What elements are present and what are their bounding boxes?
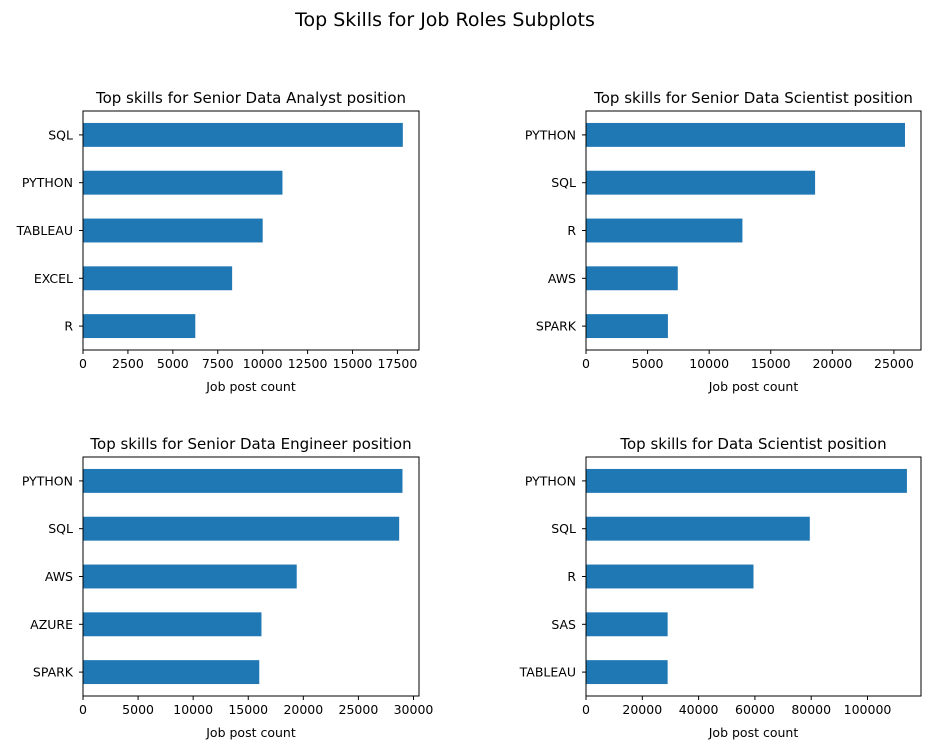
axes-frame — [585, 110, 922, 351]
x-tick-label: 60000 — [735, 702, 775, 717]
x-tick-label: 5000 — [122, 702, 154, 717]
bar-aws — [83, 564, 297, 589]
figure-suptitle: Top Skills for Job Roles Subplots — [294, 9, 595, 31]
y-tick-label: R — [567, 223, 576, 238]
y-tick-label: R — [64, 319, 73, 334]
x-tick-label: 15000 — [228, 702, 268, 717]
x-tick-label: 25000 — [874, 356, 914, 371]
axes-frame — [82, 110, 420, 351]
bar-aws — [586, 266, 678, 291]
y-tick-label: SPARK — [33, 665, 74, 680]
x-tick-label: 0 — [79, 356, 87, 371]
y-tick-label: SQL — [48, 521, 73, 536]
subplot-title: Top skills for Senior Data Engineer posi… — [89, 435, 411, 453]
y-tick-label: R — [567, 569, 576, 584]
x-tick-label: 80000 — [791, 702, 831, 717]
bar-sql — [83, 516, 400, 541]
bar-tableau — [83, 218, 263, 243]
x-tick-label: 100000 — [844, 702, 892, 717]
y-tick-label: SQL — [551, 521, 576, 536]
bar-python — [586, 468, 907, 493]
y-tick-label: AWS — [548, 271, 576, 286]
subplot-grid: Top skills for Senior Data Analyst posit… — [16, 89, 922, 740]
y-tick-label: PYTHON — [22, 175, 73, 190]
x-tick-label: 40000 — [679, 702, 719, 717]
bar-python — [83, 170, 283, 195]
bar-python — [586, 122, 905, 147]
y-tick-label: AWS — [45, 569, 73, 584]
x-tick-label: 10000 — [689, 356, 729, 371]
x-tick-label: 10000 — [243, 356, 283, 371]
bar-sql — [586, 170, 816, 195]
bar-r — [83, 314, 196, 339]
y-tick-label: TABLEAU — [519, 665, 576, 680]
y-tick-label: SQL — [551, 175, 576, 190]
bar-python — [83, 468, 403, 493]
x-tick-label: 30000 — [394, 702, 434, 717]
bar-r — [586, 218, 743, 243]
x-tick-label: 20000 — [812, 356, 852, 371]
subplot-1: Top skills for Senior Data Analyst posit… — [16, 89, 420, 394]
y-tick-label: EXCEL — [34, 271, 73, 286]
y-tick-label: PYTHON — [525, 127, 576, 142]
subplot-title: Top skills for Senior Data Analyst posit… — [95, 89, 406, 107]
x-tick-label: 20000 — [283, 702, 323, 717]
subplot-2: Top skills for Senior Data Scientist pos… — [525, 89, 922, 394]
y-tick-label: SAS — [551, 617, 576, 632]
x-axis-label: Job post count — [708, 379, 799, 394]
x-axis-label: Job post count — [708, 725, 799, 740]
y-tick-label: PYTHON — [525, 473, 576, 488]
x-tick-label: 0 — [79, 702, 87, 717]
bar-spark — [586, 314, 668, 339]
x-tick-label: 25000 — [339, 702, 379, 717]
y-tick-label: SPARK — [536, 319, 577, 334]
x-tick-label: 15000 — [751, 356, 791, 371]
y-tick-label: SQL — [48, 127, 73, 142]
y-tick-label: TABLEAU — [16, 223, 73, 238]
x-tick-label: 15000 — [333, 356, 373, 371]
bar-sql — [83, 122, 403, 147]
subplot-title: Top skills for Data Scientist position — [619, 435, 886, 453]
bar-sql — [586, 516, 810, 541]
x-tick-label: 17500 — [378, 356, 418, 371]
x-tick-label: 0 — [582, 702, 590, 717]
x-tick-label: 7500 — [202, 356, 234, 371]
axes-frame — [585, 456, 922, 697]
x-tick-label: 12500 — [288, 356, 328, 371]
bar-spark — [83, 660, 260, 685]
x-tick-label: 20000 — [622, 702, 662, 717]
subplot-4: Top skills for Data Scientist position PY… — [519, 435, 922, 740]
x-tick-label: 2500 — [112, 356, 144, 371]
x-tick-label: 5000 — [157, 356, 189, 371]
axes-frame — [82, 456, 420, 697]
x-tick-label: 5000 — [632, 356, 664, 371]
bar-sas — [586, 612, 668, 637]
bar-tableau — [586, 660, 668, 685]
x-axis-label: Job post count — [205, 725, 296, 740]
x-axis-label: Job post count — [205, 379, 296, 394]
bar-excel — [83, 266, 233, 291]
y-tick-label: PYTHON — [22, 473, 73, 488]
x-tick-label: 0 — [582, 356, 590, 371]
x-tick-label: 10000 — [173, 702, 213, 717]
subplot-3: Top skills for Senior Data Engineer posi… — [22, 435, 434, 740]
y-tick-label: AZURE — [30, 617, 73, 632]
subplot-title: Top skills for Senior Data Scientist pos… — [593, 89, 913, 107]
bar-azure — [83, 612, 262, 637]
bar-r — [586, 564, 754, 589]
